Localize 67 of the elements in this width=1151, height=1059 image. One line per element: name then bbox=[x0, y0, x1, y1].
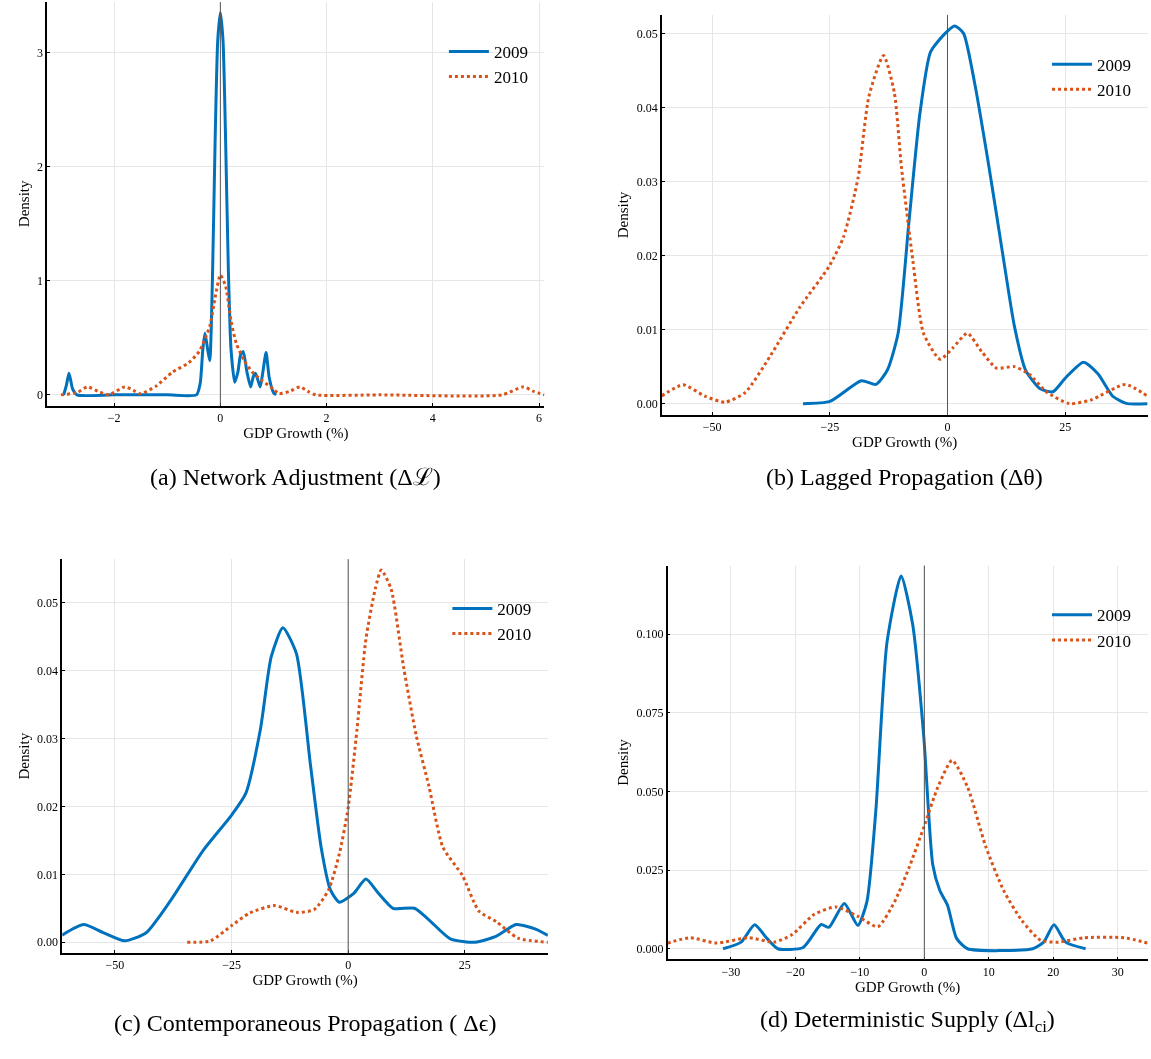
x-axis-title: GDP Growth (%) bbox=[854, 978, 961, 996]
line-series bbox=[661, 54, 1148, 406]
x-tick-label: −25 bbox=[820, 420, 840, 435]
legend-label: 2010 bbox=[1097, 80, 1132, 100]
y-tick-label: 1 bbox=[37, 273, 44, 288]
y-tick-label: 3 bbox=[37, 45, 44, 60]
y-axis-title: Density bbox=[15, 732, 32, 780]
y-tick-label: 0.04 bbox=[636, 100, 658, 115]
legend-label: 2010 bbox=[1097, 631, 1132, 651]
x-axis-title: GDP Growth (%) bbox=[243, 424, 349, 442]
y-tick-label: 0.00 bbox=[636, 396, 658, 411]
x-tick-label: 25 bbox=[1059, 420, 1072, 435]
x-tick-label: 10 bbox=[982, 964, 995, 979]
y-tick-label: 2 bbox=[37, 159, 44, 174]
x-tick-label: −20 bbox=[785, 964, 805, 979]
x-tick-label: 0 bbox=[345, 958, 352, 973]
line-series bbox=[62, 626, 548, 944]
x-tick-label: 25 bbox=[458, 958, 471, 973]
x-tick-label: −50 bbox=[702, 420, 722, 435]
y-tick-label: 0.00 bbox=[37, 935, 58, 950]
y-tick-label: 0.01 bbox=[636, 322, 658, 337]
y-tick-label: 0.03 bbox=[636, 174, 658, 189]
legend-label: 2010 bbox=[497, 625, 532, 645]
y-axis-title: Density bbox=[615, 191, 632, 239]
text: (b) Lagged Propagation (Δθ) bbox=[766, 464, 1043, 490]
y-tick-label: 0.05 bbox=[37, 595, 58, 610]
x-tick-label: 30 bbox=[1111, 964, 1124, 979]
x-tick-label: −2 bbox=[107, 410, 121, 425]
text: (d) Deterministic Supply (Δl$_{ci}$) bbox=[760, 1006, 1055, 1037]
line-series bbox=[62, 10, 278, 398]
y-tick-label: 0.075 bbox=[636, 705, 664, 720]
y-tick-label: 0.03 bbox=[37, 731, 58, 746]
legend-label: 2009 bbox=[1097, 606, 1132, 626]
legend-label: 2009 bbox=[493, 43, 528, 63]
line-series bbox=[801, 24, 1148, 406]
y-tick-label: 0.02 bbox=[37, 799, 58, 814]
x-tick-label: −25 bbox=[222, 958, 241, 973]
legend-label: 2009 bbox=[1097, 55, 1132, 75]
x-tick-label: 0 bbox=[944, 420, 951, 435]
y-tick-label: 0.01 bbox=[37, 867, 58, 882]
x-tick-label: 2 bbox=[323, 410, 330, 425]
y-tick-label: 0.050 bbox=[636, 784, 664, 799]
x-tick-label: 20 bbox=[1047, 964, 1060, 979]
x-tick-label: −50 bbox=[105, 958, 125, 973]
y-tick-label: 0.02 bbox=[636, 248, 658, 263]
legend-label: 2009 bbox=[497, 600, 532, 620]
y-axis-title: Density bbox=[15, 180, 32, 228]
x-tick-label: 0 bbox=[217, 410, 224, 425]
legend-label: 2010 bbox=[493, 68, 528, 88]
x-tick-label: 0 bbox=[921, 964, 928, 979]
y-tick-label: 0 bbox=[37, 388, 44, 403]
line-series bbox=[59, 273, 545, 398]
y-tick-label: 0.04 bbox=[37, 663, 58, 678]
y-tick-label: 0.100 bbox=[636, 627, 664, 642]
x-tick-label: 6 bbox=[536, 410, 543, 425]
x-tick-label: −30 bbox=[721, 964, 741, 979]
x-axis-title: GDP Growth (%) bbox=[852, 434, 958, 452]
text: (a) Network Adjustment (Δℒ) bbox=[150, 464, 441, 490]
y-axis-title: Density bbox=[615, 738, 632, 786]
x-tick-label: −10 bbox=[850, 964, 870, 979]
y-tick-label: 0.025 bbox=[636, 863, 664, 878]
y-tick-label: 0.000 bbox=[636, 941, 664, 956]
line-series bbox=[667, 758, 1148, 945]
x-axis-title: GDP Growth (%) bbox=[252, 972, 358, 990]
text: (c) Contemporaneous Propagation ( Δϵ) bbox=[114, 1010, 497, 1036]
y-tick-label: 0.05 bbox=[636, 26, 658, 41]
x-tick-label: 4 bbox=[429, 410, 436, 425]
